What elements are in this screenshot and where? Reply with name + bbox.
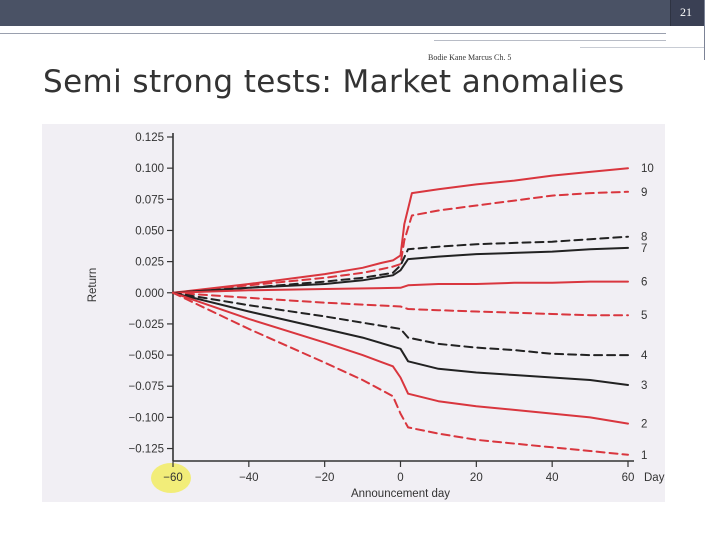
source-citation: Bodie Kane Marcus Ch. 5: [428, 53, 512, 62]
series-label-3: 3: [641, 380, 647, 392]
slide-title: Semi strong tests: Market anomalies: [43, 64, 625, 100]
y-tick-label: 0.125: [135, 132, 164, 144]
series-label-2: 2: [641, 419, 647, 431]
y-tick-label: 0.000: [135, 288, 164, 300]
series-line-1: [172, 291, 629, 456]
y-tick-label: −0.125: [129, 444, 165, 456]
decorative-rule-3: [580, 47, 704, 48]
series-line-6: [172, 280, 629, 294]
slide-top-bar: [0, 0, 704, 26]
decorative-side-line: [704, 0, 705, 60]
y-tick-label: 0.025: [135, 257, 164, 269]
series-line-3: [172, 291, 629, 386]
x-unit-label: Days: [644, 472, 665, 484]
y-tick-label: 0.100: [135, 163, 164, 175]
y-tick-label: −0.050: [129, 350, 165, 362]
y-tick-label: −0.075: [129, 381, 165, 393]
x-axis-title: Announcement day: [351, 488, 450, 500]
series-line-2: [172, 291, 629, 425]
series-label-7: 7: [641, 243, 647, 255]
x-tick-label: −40: [239, 472, 259, 484]
series-line-4: [172, 291, 629, 357]
cumulative-return-chart: 0.125 0.100 0.075 0.050 0.025 0.000 −0.025 −0.0…: [87, 132, 665, 500]
decorative-rule-1: [0, 33, 666, 34]
page-number-tab: [670, 0, 705, 26]
x-tick-label: −60: [163, 472, 183, 484]
series-label-9: 9: [641, 187, 647, 199]
y-tick-label: −0.100: [129, 412, 165, 424]
decorative-rule-2: [434, 40, 666, 41]
y-tick-label: 0.050: [135, 225, 164, 237]
series-line-8: [172, 235, 629, 294]
x-tick-label: 20: [470, 472, 483, 484]
x-tick-label: 40: [546, 472, 559, 484]
x-tick-label: 0: [397, 472, 403, 484]
series-line-5: [172, 291, 629, 317]
y-axis-title: Return: [87, 268, 99, 303]
x-tick-label: 60: [622, 472, 635, 484]
series-label-1: 1: [641, 450, 647, 462]
label-layer: 0.125 0.100 0.075 0.050 0.025 0.000 −0.025 −0.0…: [87, 132, 665, 500]
y-tick-label: 0.075: [135, 194, 164, 206]
axis-layer: [167, 133, 634, 467]
highlight-layer: [151, 463, 191, 493]
series-layer: [172, 167, 629, 456]
x-tick-label: −20: [315, 472, 335, 484]
series-line-7: [172, 246, 629, 294]
series-label-6: 6: [641, 277, 647, 289]
series-label-5: 5: [641, 310, 647, 322]
series-label-4: 4: [641, 350, 648, 362]
series-label-8: 8: [641, 232, 647, 244]
x-axis-highlight-mark: [151, 463, 191, 493]
series-label-10: 10: [641, 163, 654, 175]
series-line-9: [172, 190, 629, 294]
page-number: 21: [680, 5, 692, 19]
chart-figure: 0.125 0.100 0.075 0.050 0.025 0.000 −0.025 −0.0…: [42, 124, 665, 502]
y-tick-label: −0.025: [129, 319, 165, 331]
series-line-10: [172, 167, 629, 294]
